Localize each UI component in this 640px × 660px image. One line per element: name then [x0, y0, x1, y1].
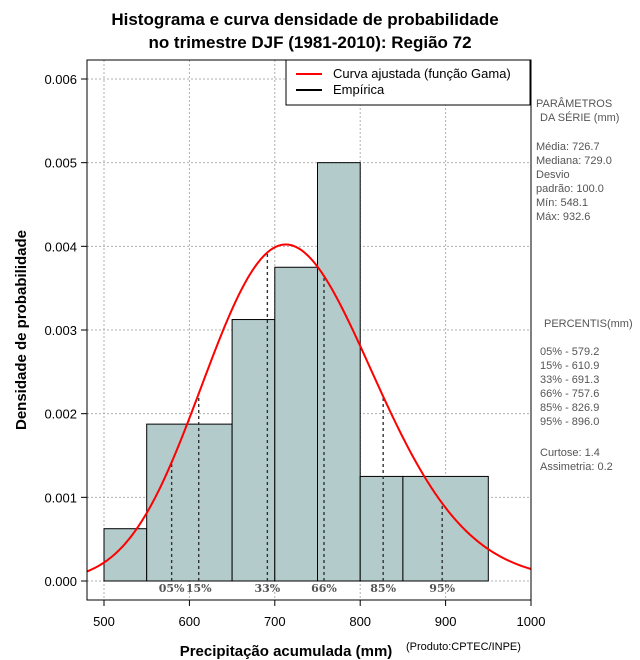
y-tick-label-4: 0.004 [44, 239, 77, 254]
legend-box [285, 59, 531, 106]
param-stddev-2: padrão: 100.0 [536, 183, 604, 195]
histogram-bar-5 [359, 475, 404, 582]
y-axis-label: Densidade de probabilidade [13, 230, 30, 430]
stat-kurtosis: Curtose: 1.4 [540, 447, 600, 459]
x-tick-label-4: 900 [435, 614, 457, 629]
param-min: Mín: 548.1 [536, 197, 588, 209]
credit-text: (Produto:CPTEC/INPE) [406, 641, 521, 653]
params-heading-1: PARÂMETROS [536, 97, 612, 110]
histogram-bar-2 [231, 319, 276, 582]
percentil-95: 95% - 896.0 [540, 416, 599, 428]
y-tick-label-0: 0.000 [44, 574, 77, 589]
y-tick-label-3: 0.003 [44, 323, 77, 338]
x-axis-label: Precipitação acumulada (mm) [180, 643, 393, 660]
histogram-bar-4 [317, 162, 361, 582]
legend-label-empirical: Empírica [333, 82, 385, 97]
percentil-33: 33% - 691.3 [540, 374, 599, 386]
param-median: Mediana: 729.0 [536, 155, 612, 167]
x-tick-label-0: 500 [93, 614, 115, 629]
histogram-bars [103, 162, 489, 582]
percentile-label-15: 15% [186, 582, 212, 595]
percentil-66: 66% - 757.6 [540, 388, 599, 400]
y-tick-label-1: 0.001 [44, 490, 77, 505]
y-tick-label-5: 0.005 [44, 156, 77, 171]
percentile-label-85: 85% [370, 582, 396, 595]
percentile-label-66: 66% [311, 582, 337, 595]
percentis-heading: PERCENTIS(mm) [544, 318, 633, 330]
percentile-label-05: 05% [159, 582, 185, 595]
x-tick-label-2: 700 [264, 614, 286, 629]
y-tick-label-6: 0.006 [44, 72, 77, 87]
axes: 500 600 700 800 900 1000 0.000 0.001 0.002 0.003 0… [44, 72, 545, 629]
x-tick-label-1: 600 [179, 614, 201, 629]
percentile-label-33: 33% [254, 582, 280, 595]
histogram-bar-3 [274, 266, 318, 582]
legend: Curva ajustada (função Gama) Empírica [285, 59, 531, 106]
percentile-markers: 05% 15% 33% 66% 85% 95% [159, 252, 456, 595]
statistics-panel: PARÂMETROS DA SÉRIE (mm) Média: 726.7 Me… [536, 97, 633, 473]
y-tick-label-2: 0.002 [44, 407, 77, 422]
param-max: Máx: 932.6 [536, 211, 590, 223]
histogram-bar-0 [103, 528, 148, 582]
percentil-85: 85% - 826.9 [540, 402, 599, 414]
gamma-fit-curve [86, 243, 532, 573]
legend-label-curve: Curva ajustada (função Gama) [333, 66, 511, 81]
stat-skewness: Assimetria: 0.2 [540, 461, 613, 473]
histogram-bar-6 [402, 475, 489, 582]
x-tick-label-3: 800 [349, 614, 371, 629]
param-mean: Média: 726.7 [536, 141, 600, 153]
percentil-15: 15% - 610.9 [540, 360, 599, 372]
percentil-05: 05% - 579.2 [540, 346, 599, 358]
param-stddev-1: Desvio [536, 169, 570, 181]
percentile-label-95: 95% [429, 582, 455, 595]
chart-title-line-1: Histograma e curva densidade de probabil… [111, 10, 498, 29]
x-tick-label-5: 1000 [517, 614, 546, 629]
histogram-bar-1 [146, 423, 233, 582]
params-heading-2: DA SÉRIE (mm) [540, 111, 619, 124]
chart-title-line-2: no trimestre DJF (1981-2010): Região 72 [148, 33, 471, 52]
